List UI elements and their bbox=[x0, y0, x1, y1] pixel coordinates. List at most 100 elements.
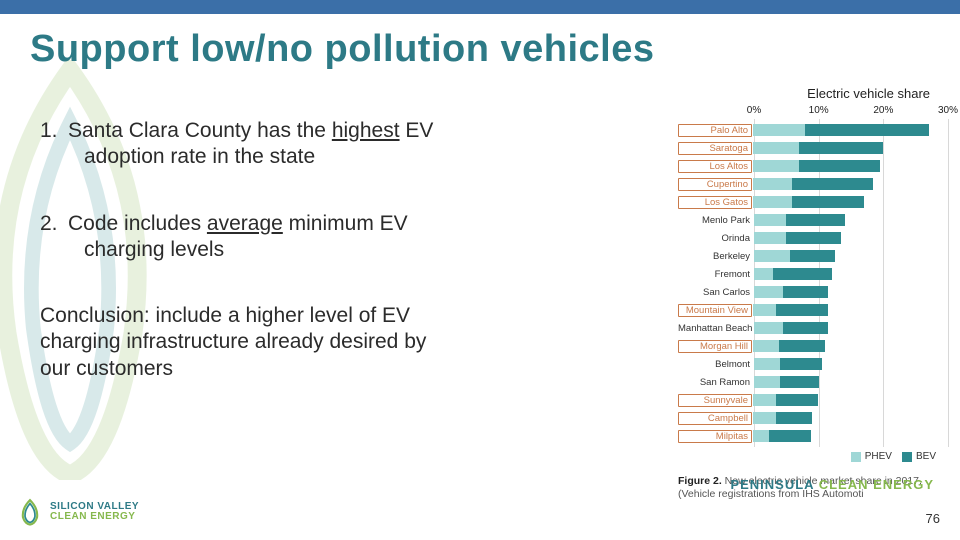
bar-segment-phev bbox=[754, 286, 783, 298]
bar-label: Sunnyvale bbox=[678, 394, 752, 407]
bar-segment-bev bbox=[786, 214, 844, 226]
bar-segment-phev bbox=[754, 268, 773, 280]
bar-row: Palo Alto bbox=[678, 121, 948, 139]
bar-label: Milpitas bbox=[678, 430, 752, 443]
bar-segment-bev bbox=[805, 124, 929, 136]
bar-track bbox=[754, 376, 948, 388]
axis-tick: 0% bbox=[747, 105, 761, 116]
bar-segment-phev bbox=[753, 340, 779, 352]
legend-swatch bbox=[902, 452, 912, 462]
bar-segment-bev bbox=[799, 142, 884, 154]
bar-track bbox=[753, 340, 948, 352]
bar-segment-phev bbox=[754, 358, 780, 370]
bar-track bbox=[753, 430, 948, 442]
page-number: 76 bbox=[926, 511, 940, 526]
bar-track bbox=[754, 322, 948, 334]
bar-track bbox=[753, 142, 948, 154]
bar-segment-bev bbox=[769, 430, 811, 442]
bar-segment-bev bbox=[786, 232, 841, 244]
bar-segment-bev bbox=[780, 358, 822, 370]
bar-label: San Ramon bbox=[678, 377, 754, 388]
bullet-2: 2.Code includes average minimum EV charg… bbox=[40, 211, 640, 264]
bar-track bbox=[753, 412, 948, 424]
bar-row: Menlo Park bbox=[678, 211, 948, 229]
bar-row: Campbell bbox=[678, 409, 948, 427]
bar-track bbox=[753, 196, 948, 208]
bar-segment-phev bbox=[754, 232, 786, 244]
bar-row: San Carlos bbox=[678, 283, 948, 301]
bar-label: Mountain View bbox=[678, 304, 752, 317]
top-bar bbox=[0, 0, 960, 14]
bullet-2-number: 2. bbox=[40, 211, 68, 237]
conclusion-text: Conclusion: include a higher level of EV… bbox=[40, 303, 640, 382]
bullet-1: 1.Santa Clara County has the highest EV … bbox=[40, 118, 640, 171]
bar-segment-bev bbox=[776, 394, 818, 406]
bar-segment-phev bbox=[754, 214, 786, 226]
bar-track bbox=[754, 358, 948, 370]
bar-label: Belmont bbox=[678, 359, 754, 370]
bar-label: Cupertino bbox=[678, 178, 752, 191]
bar-label: Los Altos bbox=[678, 160, 752, 173]
bar-segment-phev bbox=[754, 322, 783, 334]
bar-segment-bev bbox=[776, 412, 812, 424]
legend-swatch bbox=[851, 452, 861, 462]
bar-segment-bev bbox=[783, 286, 828, 298]
bar-segment-bev bbox=[780, 376, 819, 388]
bar-track bbox=[754, 232, 948, 244]
chart-title: Electric vehicle share bbox=[678, 86, 948, 101]
bar-segment-bev bbox=[783, 322, 828, 334]
bar-row: Milpitas bbox=[678, 427, 948, 445]
legend-label: PHEV bbox=[865, 451, 892, 462]
bar-label: Campbell bbox=[678, 412, 752, 425]
bar-label: Orinda bbox=[678, 233, 754, 244]
bar-segment-bev bbox=[773, 268, 831, 280]
bar-track bbox=[754, 214, 948, 226]
chart-legend: PHEVBEV bbox=[678, 451, 948, 465]
leaf-icon bbox=[16, 498, 44, 526]
bar-segment-bev bbox=[790, 250, 835, 262]
bar-track bbox=[753, 178, 948, 190]
bar-label: Saratoga bbox=[678, 142, 752, 155]
footer-left-logo: SILICON VALLEY CLEAN ENERGY bbox=[16, 498, 139, 526]
body-text: 1.Santa Clara County has the highest EV … bbox=[40, 118, 640, 382]
bar-row: Fremont bbox=[678, 265, 948, 283]
bar-row: Los Gatos bbox=[678, 193, 948, 211]
bar-label: Los Gatos bbox=[678, 196, 752, 209]
bar-segment-phev bbox=[753, 178, 792, 190]
bar-row: Manhattan Beach bbox=[678, 319, 948, 337]
bar-segment-phev bbox=[753, 196, 792, 208]
bar-track bbox=[754, 286, 948, 298]
bar-segment-bev bbox=[799, 160, 880, 172]
bar-row: Morgan Hill bbox=[678, 337, 948, 355]
bar-label: Manhattan Beach bbox=[678, 323, 754, 334]
chart-bars: Palo Alto Saratoga Los Altos Cupertino Los G… bbox=[678, 121, 948, 445]
bar-segment-phev bbox=[753, 124, 805, 136]
bar-segment-bev bbox=[792, 178, 873, 190]
axis-tick: 30% bbox=[938, 105, 958, 116]
bar-segment-phev bbox=[753, 304, 776, 316]
bar-segment-bev bbox=[792, 196, 864, 208]
bar-segment-bev bbox=[776, 304, 828, 316]
bar-segment-phev bbox=[753, 412, 776, 424]
bar-label: Morgan Hill bbox=[678, 340, 752, 353]
bar-row: Los Altos bbox=[678, 157, 948, 175]
bar-row: Cupertino bbox=[678, 175, 948, 193]
bar-track bbox=[754, 250, 948, 262]
bar-label: Fremont bbox=[678, 269, 754, 280]
bar-label: Berkeley bbox=[678, 251, 754, 262]
bar-track bbox=[753, 394, 948, 406]
axis-tick: 20% bbox=[873, 105, 893, 116]
bar-label: Palo Alto bbox=[678, 124, 752, 137]
bar-row: Orinda bbox=[678, 229, 948, 247]
legend-item: PHEV bbox=[851, 451, 892, 462]
bar-segment-phev bbox=[753, 142, 799, 154]
bar-segment-phev bbox=[754, 250, 790, 262]
bar-row: Mountain View bbox=[678, 301, 948, 319]
bar-row: San Ramon bbox=[678, 373, 948, 391]
bar-segment-phev bbox=[754, 376, 780, 388]
footer-brand-line2: CLEAN ENERGY bbox=[50, 512, 139, 522]
footer-right-brand: PENINSULA CLEAN ENERGY bbox=[730, 477, 934, 492]
bar-track bbox=[753, 160, 948, 172]
bar-track bbox=[753, 124, 948, 136]
bar-row: Belmont bbox=[678, 355, 948, 373]
